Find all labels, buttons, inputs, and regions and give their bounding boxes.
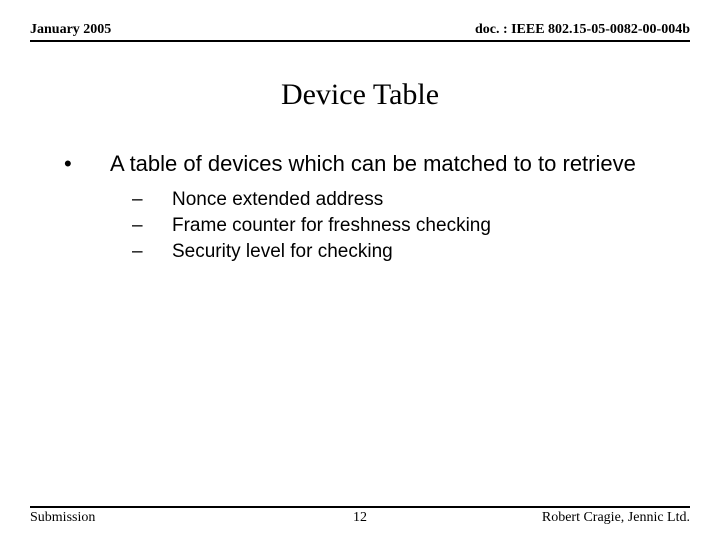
- sub-marker: –: [130, 240, 172, 264]
- slide-header: January 2005 doc. : IEEE 802.15-05-0082-…: [30, 22, 690, 42]
- slide-body: • A table of devices which can be matche…: [60, 150, 680, 266]
- footer-left: Submission: [30, 510, 95, 526]
- sub-text: Nonce extended address: [172, 188, 680, 212]
- sub-item: – Security level for checking: [130, 240, 680, 264]
- sub-item: – Nonce extended address: [130, 188, 680, 212]
- sub-list: – Nonce extended address – Frame counter…: [130, 188, 680, 264]
- bullet-item: • A table of devices which can be matche…: [60, 150, 680, 178]
- footer-page-number: 12: [353, 510, 367, 526]
- bullet-text: A table of devices which can be matched …: [110, 150, 680, 178]
- sub-item: – Frame counter for freshness checking: [130, 214, 680, 238]
- slide-footer: Submission 12 Robert Cragie, Jennic Ltd.: [30, 506, 690, 526]
- header-date: January 2005: [30, 22, 111, 38]
- header-docid: doc. : IEEE 802.15-05-0082-00-004b: [475, 22, 690, 38]
- sub-text: Security level for checking: [172, 240, 680, 264]
- bullet-marker: •: [60, 150, 110, 178]
- slide-title: Device Table: [0, 78, 720, 112]
- sub-marker: –: [130, 214, 172, 238]
- sub-text: Frame counter for freshness checking: [172, 214, 680, 238]
- footer-author: Robert Cragie, Jennic Ltd.: [542, 510, 690, 526]
- sub-marker: –: [130, 188, 172, 212]
